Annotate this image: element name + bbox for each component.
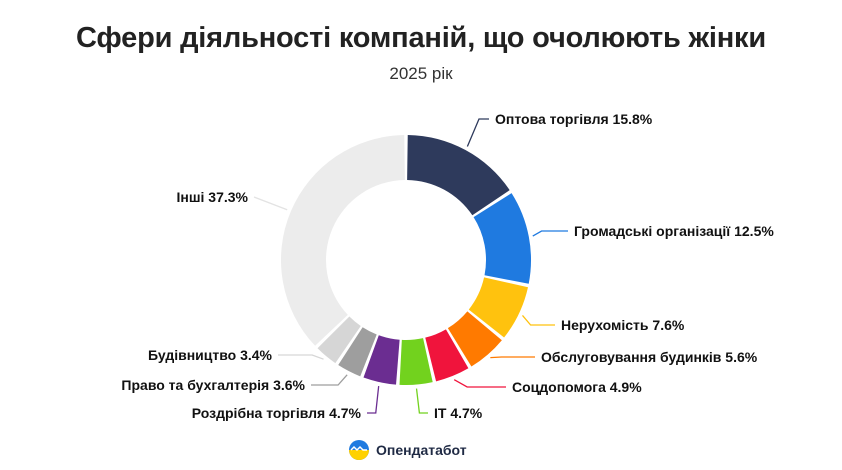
slice-label-4: Обслуговування будинків 5.6% [541, 349, 758, 365]
leader-line-2 [532, 230, 568, 237]
donut-slice-7 [363, 335, 400, 385]
leader-line-1 [466, 118, 489, 147]
slice-label-5: Соцдопомога 4.9% [512, 379, 642, 395]
slice-label-7: Роздрібна торгівля 4.7% [192, 405, 362, 421]
leader-line-9 [278, 354, 324, 360]
slice-label-8: Право та бухгалтерія 3.6% [121, 377, 305, 393]
slice-label-2: Громадські організації 12.5% [574, 223, 774, 239]
donut-slice-1 [407, 135, 510, 216]
leader-line-7 [367, 386, 380, 414]
slice-label-1: Оптова торгівля 15.8% [495, 111, 653, 127]
slice-label-10: Інші 37.3% [177, 189, 249, 205]
slice-label-3: Нерухомість 7.6% [561, 317, 685, 333]
donut-slice-8 [338, 327, 377, 377]
chart-title: Сфери діяльності компаній, що очолюють ж… [76, 22, 766, 54]
slice-label-6: IT 4.7% [434, 405, 483, 421]
chart-subtitle: 2025 рік [389, 64, 453, 83]
brand-name: Опендатабот [376, 442, 467, 458]
donut-slice-5 [425, 329, 469, 382]
leader-line-5 [453, 379, 506, 388]
donut-slice-10 [281, 135, 405, 346]
opendatabot-logo-icon [349, 440, 369, 460]
leader-line-6 [415, 388, 428, 414]
leader-line-3 [521, 315, 555, 326]
slice-label-9: Будівництво 3.4% [148, 347, 273, 363]
leader-line-10 [253, 196, 288, 211]
donut-slice-6 [399, 338, 433, 386]
leader-line-4 [490, 356, 535, 359]
leader-line-8 [311, 374, 348, 386]
donut-slice-2 [473, 193, 531, 284]
donut-slice-4 [447, 311, 502, 367]
donut-slice-3 [468, 277, 528, 338]
donut-slice-9 [317, 316, 361, 364]
brand: Опендатабот [348, 438, 467, 462]
